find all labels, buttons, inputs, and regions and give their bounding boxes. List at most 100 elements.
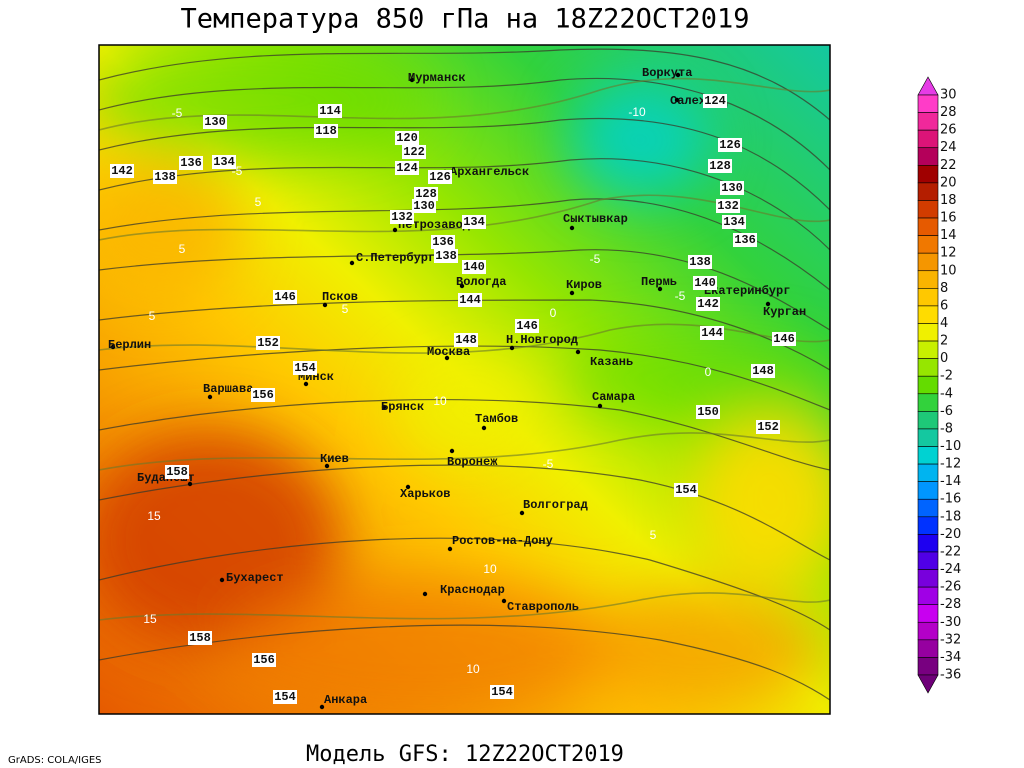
colorbar: 302826242220181614121086420-2-4-6-8-10-1… bbox=[917, 76, 961, 694]
city-dot bbox=[519, 510, 525, 516]
map-area bbox=[99, 45, 830, 714]
height-label-box bbox=[720, 181, 744, 195]
height-label: 124 bbox=[704, 94, 726, 108]
colorbar-label: -14 bbox=[940, 474, 961, 489]
colorbar-segment bbox=[917, 252, 939, 272]
city-label: Брянск bbox=[381, 400, 424, 414]
city-label: Краснодар bbox=[440, 583, 505, 597]
city-label: Пермь bbox=[641, 275, 677, 289]
colorbar-segment bbox=[917, 112, 939, 131]
city-dot bbox=[322, 302, 328, 308]
temperature-label: 5 bbox=[149, 309, 156, 323]
city-label: Архангельск bbox=[450, 165, 529, 179]
height-label-box bbox=[314, 124, 338, 138]
city-dot bbox=[207, 394, 213, 400]
colorbar-tip-top bbox=[917, 76, 939, 96]
city-label: Сыктывкар bbox=[563, 212, 628, 226]
city-label: Киров bbox=[566, 278, 602, 292]
height-label: 154 bbox=[294, 361, 316, 375]
height-label: 154 bbox=[675, 483, 697, 497]
city-label: Екатеринбург bbox=[704, 283, 790, 298]
model-subtitle: Модель GFS: 12Z22OCT2019 bbox=[306, 742, 624, 767]
height-label: 132 bbox=[391, 210, 413, 224]
city-dot bbox=[110, 344, 116, 350]
height-label: 126 bbox=[429, 170, 451, 184]
height-label: 136 bbox=[432, 235, 454, 249]
height-label-box bbox=[179, 156, 203, 170]
city-dot bbox=[392, 227, 398, 233]
colorbar-segment bbox=[917, 551, 939, 570]
city-dot bbox=[303, 381, 309, 387]
city-label: Самара bbox=[592, 390, 635, 404]
colorbar-label: 28 bbox=[940, 105, 957, 120]
city-dot bbox=[657, 286, 663, 292]
height-label: 140 bbox=[463, 260, 485, 274]
height-label: 134 bbox=[463, 215, 485, 229]
height-label-box bbox=[700, 326, 724, 340]
city-dot bbox=[219, 577, 225, 583]
colorbar-label: 2 bbox=[940, 334, 948, 349]
height-label: 130 bbox=[721, 181, 743, 195]
city-dot bbox=[675, 72, 681, 78]
city-label: Берлин bbox=[108, 338, 151, 352]
credit: GrADS: COLA/IGES bbox=[8, 755, 102, 766]
colorbar-segment bbox=[917, 446, 939, 465]
height-label: 156 bbox=[252, 388, 274, 402]
city-label: Н.Новгород bbox=[506, 333, 578, 347]
height-label-box bbox=[772, 332, 796, 346]
height-label-box bbox=[212, 155, 236, 169]
colorbar-label: -4 bbox=[940, 386, 953, 401]
height-label: 142 bbox=[111, 164, 133, 178]
height-label-box bbox=[428, 170, 452, 184]
city-label: Мурманск bbox=[408, 71, 466, 85]
colorbar-segment bbox=[917, 481, 939, 500]
map-labels: Мурманск ВоркутаСалехардАрхангельскСыктыв… bbox=[108, 66, 806, 710]
colorbar-segment bbox=[917, 604, 939, 623]
colorbar-segment bbox=[917, 305, 939, 324]
colorbar-segment bbox=[917, 288, 939, 307]
height-label: 140 bbox=[694, 276, 716, 290]
colorbar-segment bbox=[917, 375, 939, 395]
height-label-box bbox=[431, 235, 455, 249]
colorbar-label: -18 bbox=[940, 509, 961, 524]
colorbar-label: 12 bbox=[940, 246, 957, 261]
height-label-box bbox=[688, 255, 712, 269]
temperature-label: -5 bbox=[172, 106, 183, 120]
height-label-box bbox=[458, 293, 482, 307]
city-label: Волгоград bbox=[523, 498, 588, 512]
height-label: 158 bbox=[189, 631, 211, 645]
city-dot bbox=[765, 301, 771, 307]
height-label: 126 bbox=[719, 138, 741, 152]
height-label: 128 bbox=[709, 159, 731, 173]
colorbar-label: -16 bbox=[940, 492, 961, 507]
height-label: 158 bbox=[166, 465, 188, 479]
temperature-label: -10 bbox=[628, 105, 646, 119]
colorbar-label: -8 bbox=[940, 421, 953, 436]
height-label: 148 bbox=[455, 333, 477, 347]
city-dot bbox=[444, 355, 450, 361]
city-dot bbox=[501, 598, 507, 604]
city-dot bbox=[509, 345, 515, 351]
colorbar-label: -34 bbox=[940, 650, 961, 665]
height-label-box bbox=[733, 233, 757, 247]
temperature-label: 10 bbox=[483, 562, 497, 576]
height-label: 132 bbox=[717, 199, 739, 213]
height-label-box bbox=[153, 170, 177, 184]
colorbar-segment bbox=[917, 639, 939, 658]
city-dot bbox=[674, 97, 680, 103]
colorbar-label: 26 bbox=[940, 123, 957, 138]
height-label-box bbox=[696, 297, 720, 311]
colorbar-label: -26 bbox=[940, 580, 961, 595]
colorbar-segment bbox=[917, 235, 939, 254]
colorbar-segment bbox=[917, 200, 939, 219]
colorbar-segment bbox=[917, 182, 939, 201]
colorbar-label: 14 bbox=[940, 228, 957, 243]
height-label: 152 bbox=[257, 336, 279, 350]
height-label: 154 bbox=[491, 685, 513, 699]
height-label-box bbox=[273, 290, 297, 304]
height-label: 122 bbox=[403, 145, 425, 159]
height-label: 148 bbox=[752, 364, 774, 378]
colorbar-label: 8 bbox=[940, 281, 948, 296]
colorbar-segment bbox=[917, 358, 939, 377]
colorbar-segment bbox=[917, 411, 939, 430]
